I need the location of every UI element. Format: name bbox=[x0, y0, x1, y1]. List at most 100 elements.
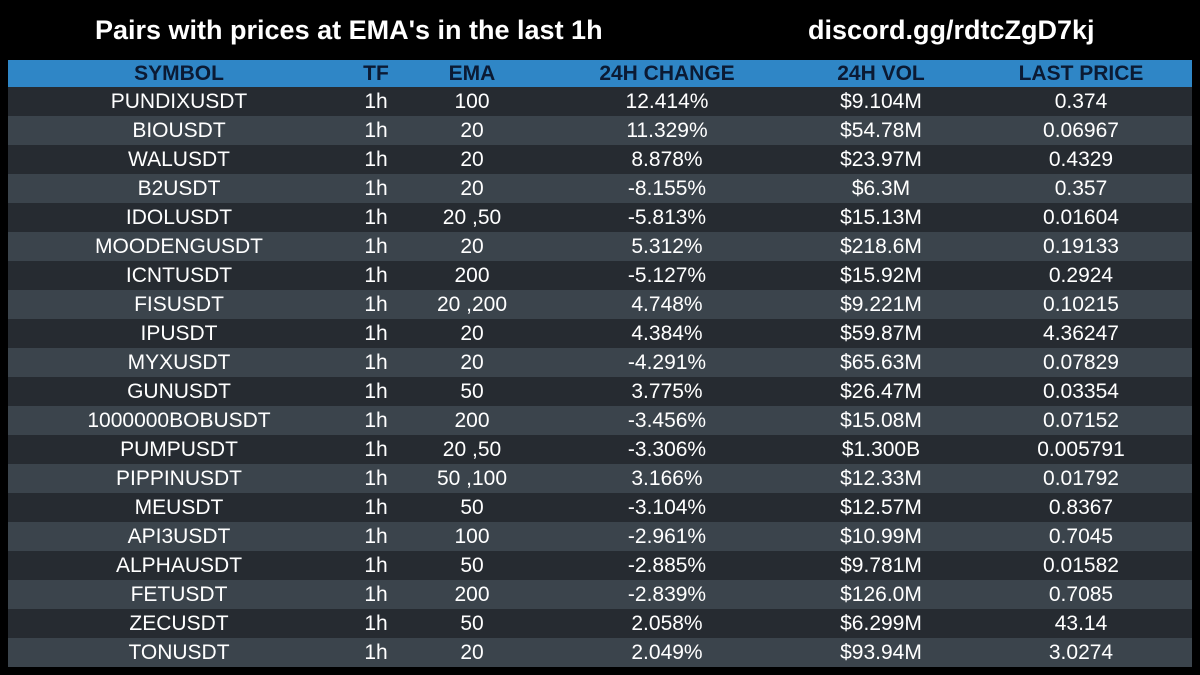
cell-24h-change: 8.878% bbox=[631, 147, 703, 171]
cell-last-price: 0.8367 bbox=[1048, 495, 1114, 519]
cell-24h-vol: $26.47M bbox=[840, 379, 922, 403]
cell-24h-vol: $15.92M bbox=[840, 263, 922, 287]
cell-symbol: IPUSDT bbox=[140, 321, 218, 345]
cell-ema: 20 bbox=[460, 350, 484, 374]
cell-24h-change: 11.329% bbox=[626, 118, 708, 142]
cell-tf: 1h bbox=[364, 582, 388, 606]
page-title: Pairs with prices at EMA's in the last 1… bbox=[95, 15, 603, 45]
cell-tf: 1h bbox=[364, 495, 388, 519]
cell-ema: 20 ,50 bbox=[442, 437, 502, 461]
cell-tf: 1h bbox=[364, 263, 388, 287]
cell-24h-vol: $65.63M bbox=[840, 350, 922, 374]
table-row: API3USDT 1h 100 -2.961% $10.99M 0.7045 bbox=[8, 522, 1192, 551]
column-header-tf: TF bbox=[363, 61, 389, 85]
cell-24h-vol: $126.0M bbox=[840, 582, 922, 606]
table-row: ICNTUSDT 1h 200 -5.127% $15.92M 0.2924 bbox=[8, 261, 1192, 290]
table-row: IPUSDT 1h 20 4.384% $59.87M 4.36247 bbox=[8, 319, 1192, 348]
cell-24h-vol: $54.78M bbox=[840, 118, 922, 142]
cell-24h-change: 5.312% bbox=[631, 234, 703, 258]
header-bar: Pairs with prices at EMA's in the last 1… bbox=[0, 0, 1200, 60]
cell-symbol: API3USDT bbox=[127, 524, 231, 548]
cell-24h-vol: $15.08M bbox=[840, 408, 922, 432]
cell-symbol: MOODENGUSDT bbox=[95, 234, 263, 258]
cell-24h-change: -3.306% bbox=[627, 437, 707, 461]
cell-tf: 1h bbox=[364, 176, 388, 200]
cell-ema: 200 bbox=[454, 582, 490, 606]
cell-last-price: 0.01792 bbox=[1043, 466, 1119, 490]
cell-24h-change: -3.104% bbox=[627, 495, 707, 519]
cell-24h-change: -2.961% bbox=[627, 524, 707, 548]
column-header-ema: EMA bbox=[448, 61, 496, 85]
cell-ema: 20 ,50 bbox=[442, 205, 502, 229]
cell-tf: 1h bbox=[364, 466, 388, 490]
table-row: MOODENGUSDT 1h 20 5.312% $218.6M 0.19133 bbox=[8, 232, 1192, 261]
cell-last-price: 43.14 bbox=[1054, 611, 1108, 635]
cell-ema: 20 bbox=[460, 147, 484, 171]
cell-24h-change: -4.291% bbox=[627, 350, 707, 374]
cell-tf: 1h bbox=[364, 350, 388, 374]
cell-ema: 20 bbox=[460, 640, 484, 664]
cell-last-price: 0.357 bbox=[1054, 176, 1108, 200]
cell-last-price: 0.19133 bbox=[1043, 234, 1119, 258]
table-row: IDOLUSDT 1h 20 ,50 -5.813% $15.13M 0.01604 bbox=[8, 203, 1192, 232]
cell-symbol: GUNUSDT bbox=[127, 379, 231, 403]
cell-24h-vol: $23.97M bbox=[840, 147, 922, 171]
cell-ema: 100 bbox=[454, 89, 490, 113]
cell-24h-vol: $6.299M bbox=[840, 611, 922, 635]
cell-tf: 1h bbox=[364, 640, 388, 664]
table-row: FETUSDT 1h 200 -2.839% $126.0M 0.7085 bbox=[8, 580, 1192, 609]
table-row: ALPHAUSDT 1h 50 -2.885% $9.781M 0.01582 bbox=[8, 551, 1192, 580]
table-row: TONUSDT 1h 20 2.049% $93.94M 3.0274 bbox=[8, 638, 1192, 667]
discord-link[interactable]: discord.gg/rdtcZgD7kj bbox=[808, 15, 1095, 45]
cell-last-price: 3.0274 bbox=[1048, 640, 1114, 664]
column-header-24h-vol: 24H VOL bbox=[837, 61, 925, 85]
table-header-row: SYMBOL TF EMA 24H CHANGE 24H VOL LAST PR… bbox=[8, 60, 1192, 87]
cell-24h-change: 4.384% bbox=[631, 321, 703, 345]
cell-last-price: 0.07829 bbox=[1043, 350, 1119, 374]
cell-24h-vol: $12.33M bbox=[840, 466, 922, 490]
cell-24h-vol: $6.3M bbox=[851, 176, 911, 200]
cell-ema: 20 ,200 bbox=[436, 292, 508, 316]
cell-ema: 20 bbox=[460, 118, 484, 142]
table-row: GUNUSDT 1h 50 3.775% $26.47M 0.03354 bbox=[8, 377, 1192, 406]
table-row: WALUSDT 1h 20 8.878% $23.97M 0.4329 bbox=[8, 145, 1192, 174]
ema-pairs-table: SYMBOL TF EMA 24H CHANGE 24H VOL LAST PR… bbox=[8, 60, 1192, 667]
cell-ema: 200 bbox=[454, 408, 490, 432]
cell-symbol: ALPHAUSDT bbox=[115, 553, 243, 577]
cell-24h-vol: $218.6M bbox=[840, 234, 922, 258]
cell-symbol: BIOUSDT bbox=[132, 118, 226, 142]
cell-24h-vol: $93.94M bbox=[840, 640, 922, 664]
cell-24h-vol: $59.87M bbox=[840, 321, 922, 345]
cell-24h-change: -3.456% bbox=[627, 408, 707, 432]
cell-symbol: FETUSDT bbox=[130, 582, 228, 606]
cell-24h-change: 2.049% bbox=[631, 640, 703, 664]
table-row: PUNDIXUSDT 1h 100 12.414% $9.104M 0.374 bbox=[8, 87, 1192, 116]
cell-symbol: FISUSDT bbox=[134, 292, 224, 316]
cell-ema: 20 bbox=[460, 176, 484, 200]
cell-24h-vol: $9.221M bbox=[840, 292, 922, 316]
cell-tf: 1h bbox=[364, 611, 388, 635]
cell-24h-vol: $10.99M bbox=[840, 524, 922, 548]
cell-last-price: 0.2924 bbox=[1048, 263, 1114, 287]
cell-tf: 1h bbox=[364, 205, 388, 229]
cell-tf: 1h bbox=[364, 118, 388, 142]
table-row: 1000000BOBUSDT 1h 200 -3.456% $15.08M 0.07152 bbox=[8, 406, 1192, 435]
cell-24h-vol: $9.781M bbox=[840, 553, 922, 577]
cell-tf: 1h bbox=[364, 147, 388, 171]
cell-last-price: 0.374 bbox=[1054, 89, 1108, 113]
cell-tf: 1h bbox=[364, 379, 388, 403]
cell-24h-change: -2.885% bbox=[627, 553, 707, 577]
table-row: B2USDT 1h 20 -8.155% $6.3M 0.357 bbox=[8, 174, 1192, 203]
cell-24h-change: -2.839% bbox=[627, 582, 707, 606]
cell-ema: 50 ,100 bbox=[436, 466, 508, 490]
cell-last-price: 0.01582 bbox=[1043, 553, 1119, 577]
cell-tf: 1h bbox=[364, 234, 388, 258]
cell-last-price: 0.7085 bbox=[1048, 582, 1114, 606]
column-header-24h-change: 24H CHANGE bbox=[599, 61, 735, 85]
cell-tf: 1h bbox=[364, 408, 388, 432]
cell-last-price: 0.005791 bbox=[1037, 437, 1125, 461]
cell-ema: 20 bbox=[460, 321, 484, 345]
cell-24h-vol: $15.13M bbox=[840, 205, 922, 229]
cell-24h-change: -8.155% bbox=[627, 176, 707, 200]
cell-symbol: IDOLUSDT bbox=[125, 205, 233, 229]
